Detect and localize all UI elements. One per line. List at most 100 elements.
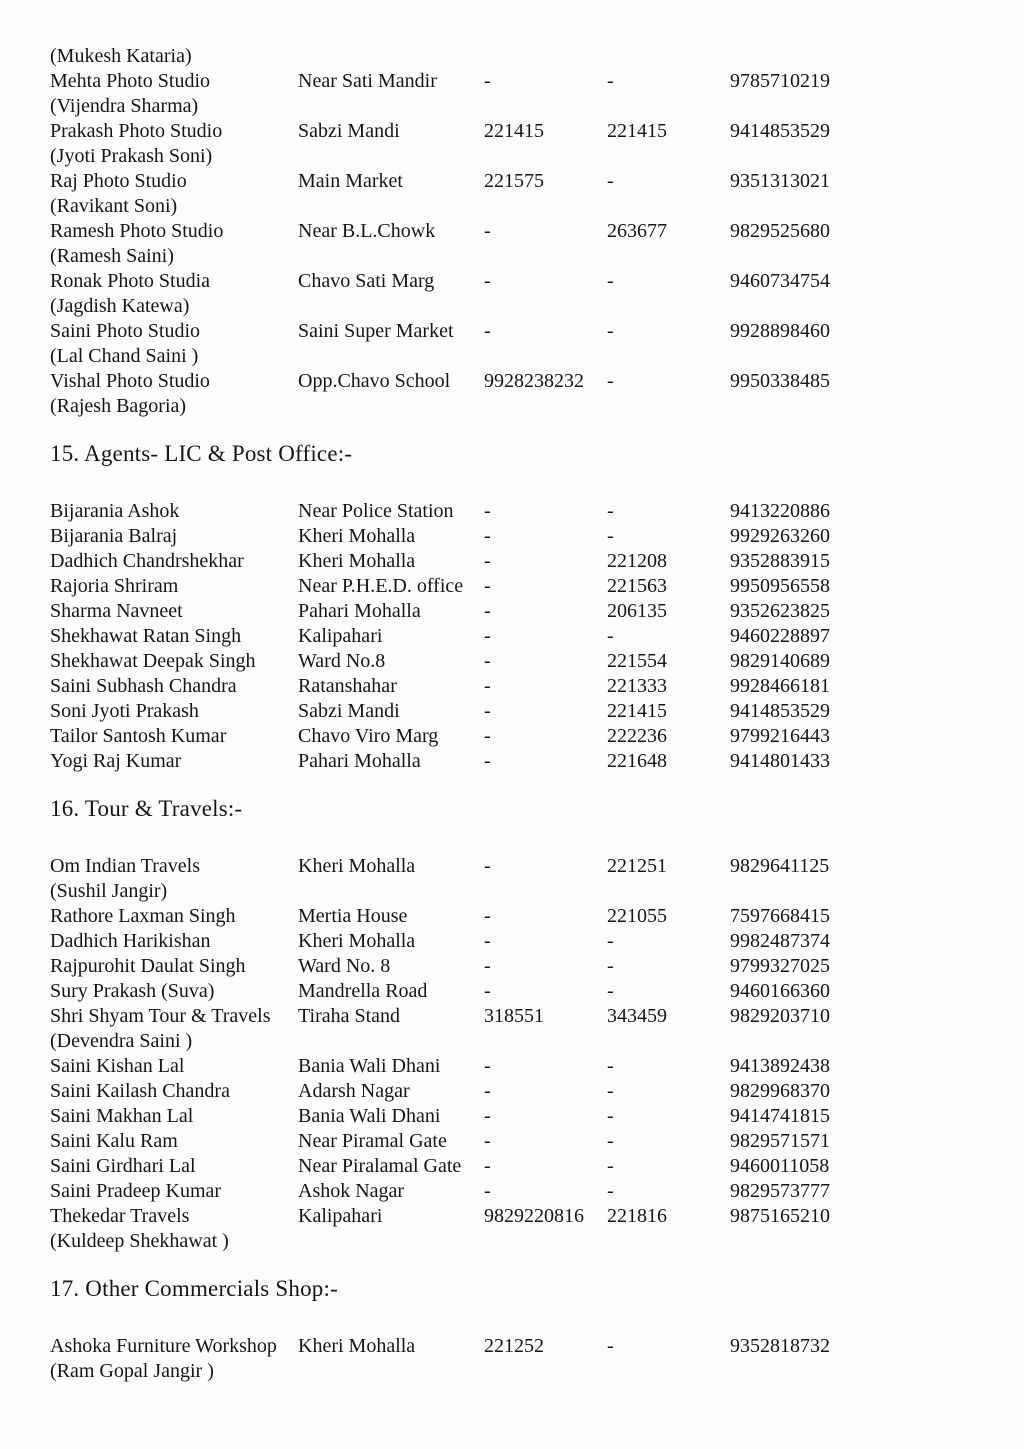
entry-phone-2: - (607, 500, 614, 522)
entry-name: Saini Kalu Ram (50, 1129, 298, 1154)
entry-name: Vishal Photo Studio (Rajesh Bagoria) (50, 369, 298, 419)
entry-mobile: 9414801433 (730, 750, 830, 772)
entry-address: Chavo Viro Marg (298, 725, 439, 747)
entry-phone-1: - (484, 1155, 491, 1177)
entry-address: Kheri Mohalla (298, 930, 416, 952)
entry-row: Shekhawat Deepak Singh Ward No.8 - 22155… (50, 649, 994, 674)
entry-phone-1: - (484, 575, 491, 597)
entry-mobile: 9352818732 (730, 1335, 830, 1357)
entry-owner-line: (Jagdish Katewa) (50, 295, 190, 317)
entry-address: Near Sati Mandir (298, 70, 437, 92)
entry-row: Saini Girdhari Lal Near Piralamal Gate -… (50, 1154, 994, 1179)
entry-row: Soni Jyoti Prakash Sabzi Mandi - 221415 … (50, 699, 994, 724)
entry-address: Kheri Mohalla (298, 1335, 416, 1357)
entry-mobile: 9785710219 (730, 70, 830, 92)
entry-name-line: Rathore Laxman Singh (50, 905, 236, 927)
entry-mobile: 9829140689 (730, 650, 830, 672)
entry-row: Ronak Photo Studia (Jagdish Katewa) Chavo… (50, 269, 994, 319)
entry-phone-2: 221251 (607, 855, 667, 877)
entry-mobile: 7597668415 (730, 905, 830, 927)
entry-phone-1: - (484, 525, 491, 547)
entry-phone-1: - (484, 980, 491, 1002)
entry-phone-1: - (484, 750, 491, 772)
entry-mobile: 9929263260 (730, 525, 830, 547)
entry-address: Tiraha Stand (298, 1005, 401, 1027)
directory-sections: (Mukesh Kataria) Mehta Photo Studio (Vije… (50, 44, 994, 1384)
entry-address: Near P.H.E.D. office (298, 575, 464, 597)
entry-phone-1: - (484, 70, 491, 92)
entry-row: Rajpurohit Daulat Singh Ward No. 8 - - 9… (50, 954, 994, 979)
entry-name: Saini Kailash Chandra (50, 1079, 298, 1104)
entry-mobile: 9460734754 (730, 270, 830, 292)
entry-phone-1: - (484, 1105, 491, 1127)
entry-owner-line: (Lal Chand Saini ) (50, 345, 199, 367)
entry-mobile: 9351313021 (730, 170, 830, 192)
entry-mobile: 9799327025 (730, 955, 830, 977)
entry-address: Adarsh Nagar (298, 1080, 410, 1102)
entry-address: Bania Wali Dhani (298, 1105, 441, 1127)
entry-name: Saini Girdhari Lal (50, 1154, 298, 1179)
entry-phone-1: 221415 (484, 120, 544, 142)
entry-mobile: 9414741815 (730, 1105, 830, 1127)
entry-name: Bijarania Ashok (50, 499, 298, 524)
entry-row: Saini Makhan Lal Bania Wali Dhani - - 94… (50, 1104, 994, 1129)
entry-address: Saini Super Market (298, 320, 454, 342)
entry-owner-line: (Devendra Saini ) (50, 1030, 193, 1052)
entry-name-line: Raj Photo Studio (50, 170, 187, 192)
entry-mobile: 9875165210 (730, 1205, 830, 1227)
entry-row: Sharma Navneet Pahari Mohalla - 206135 9… (50, 599, 994, 624)
entry-name-line: Ramesh Photo Studio (50, 220, 224, 242)
section-rows: Om Indian Travels (Sushil Jangir) Kheri M… (50, 854, 994, 1254)
entry-row: Bijarania Balraj Kheri Mohalla - - 99292… (50, 524, 994, 549)
entry-row: Ashoka Furniture Workshop (Ram Gopal Jang… (50, 1334, 994, 1384)
entry-phone-2: 263677 (607, 220, 667, 242)
entry-row: Mehta Photo Studio (Vijendra Sharma) Near… (50, 69, 994, 119)
entry-phone-1: - (484, 1055, 491, 1077)
entry-mobile: 9829571571 (730, 1130, 830, 1152)
entry-address: Near Police Station (298, 500, 454, 522)
entry-name: Saini Kishan Lal (50, 1054, 298, 1079)
entry-address: Sabzi Mandi (298, 120, 400, 142)
entry-mobile: 9829525680 (730, 220, 830, 242)
entry-name-line: Sharma Navneet (50, 600, 183, 622)
entry-phone-1: - (484, 600, 491, 622)
entry-phone-2: 221563 (607, 575, 667, 597)
entry-phone-2: - (607, 1105, 614, 1127)
entry-name-line: Shri Shyam Tour & Travels (50, 1005, 271, 1027)
entry-address: Near Piramal Gate (298, 1130, 447, 1152)
entry-phone-1: - (484, 905, 491, 927)
entry-phone-1: 318551 (484, 1005, 544, 1027)
entry-mobile: 9414853529 (730, 120, 830, 142)
section-rows: Bijarania Ashok Near Police Station - - … (50, 499, 994, 774)
entry-phone-1: - (484, 1130, 491, 1152)
entry-row: Rathore Laxman Singh Mertia House - 2210… (50, 904, 994, 929)
entry-name: Saini Pradeep Kumar (50, 1179, 298, 1204)
entry-name-line: Saini Kishan Lal (50, 1055, 185, 1077)
entry-phone-2: - (607, 1335, 614, 1357)
entry-row: Thekedar Travels (Kuldeep Shekhawat ) Kal… (50, 1204, 994, 1254)
entry-row: Saini Kailash Chandra Adarsh Nagar - - 9… (50, 1079, 994, 1104)
entry-owner-line: (Rajesh Bagoria) (50, 395, 187, 417)
entry-phone-2: 221816 (607, 1205, 667, 1227)
entry-row: Dadhich Chandrshekhar Kheri Mohalla - 22… (50, 549, 994, 574)
entry-row: Sury Prakash (Suva) Mandrella Road - - 9… (50, 979, 994, 1004)
entry-phone-1: 9928238232 (484, 370, 584, 392)
entry-mobile: 9352623825 (730, 600, 830, 622)
entry-name: Rajpurohit Daulat Singh (50, 954, 298, 979)
entry-phone-2: - (607, 1180, 614, 1202)
entry-mobile: 9829203710 (730, 1005, 830, 1027)
entry-row: Ramesh Photo Studio (Ramesh Saini) Near B… (50, 219, 994, 269)
entry-name-line: Rajpurohit Daulat Singh (50, 955, 246, 977)
entry-name-line: Thekedar Travels (50, 1205, 190, 1227)
entry-address: Kalipahari (298, 625, 383, 647)
entry-address: Chavo Sati Marg (298, 270, 435, 292)
directory-section: 17. Other Commercials Shop:- Ashoka Furn… (50, 1274, 994, 1384)
entry-name: Bijarania Balraj (50, 524, 298, 549)
entry-name: Tailor Santosh Kumar (50, 724, 298, 749)
entry-row: Prakash Photo Studio (Jyoti Prakash Soni)… (50, 119, 994, 169)
entry-phone-2: 221648 (607, 750, 667, 772)
entry-name-line: Om Indian Travels (50, 855, 200, 877)
entry-phone-1: - (484, 220, 491, 242)
entry-phone-1: - (484, 930, 491, 952)
